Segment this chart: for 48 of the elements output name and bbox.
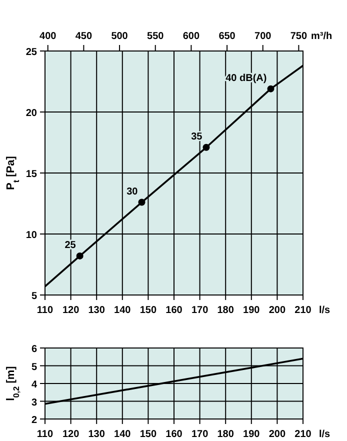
x2-tick-label: 450	[75, 31, 92, 42]
x-tick-label: 110	[36, 305, 54, 316]
x2-tick-label: 650	[218, 31, 236, 42]
annotation: 30	[126, 186, 138, 198]
x2-tick-label: 500	[111, 31, 128, 42]
x-tick-label: 130	[88, 429, 106, 440]
x-tick-label: 140	[114, 429, 132, 440]
x-tick-label: 150	[140, 429, 157, 440]
x-tick-label: 190	[243, 429, 260, 440]
x-tick-label: 210	[294, 305, 312, 316]
x-tick-label: 200	[268, 429, 286, 440]
x2-tick-label: 550	[147, 31, 164, 42]
x-tick-label: 160	[166, 429, 183, 440]
y-tick-label: 15	[26, 169, 38, 180]
x-tick-label: 210	[294, 429, 312, 440]
x2-axis-title: m³/h	[311, 31, 332, 42]
y-tick-label: 10	[26, 230, 38, 241]
x-axis-title: l/s	[319, 429, 331, 440]
x-tick-label: 170	[191, 429, 209, 440]
x-tick-label: 150	[140, 305, 157, 316]
point	[202, 144, 210, 151]
x-axis-title: l/s	[319, 305, 331, 316]
x2-tick-label: 600	[182, 31, 200, 42]
x2-tick-label: 750	[290, 31, 308, 42]
x-tick-label: 120	[62, 305, 80, 316]
y-tick-label: 6	[31, 344, 38, 355]
x-tick-label: 120	[62, 429, 80, 440]
y-tick-label: 5	[31, 362, 38, 373]
x-tick-label: 180	[217, 429, 234, 440]
x-tick-label: 190	[243, 305, 260, 316]
x2-tick-label: 400	[40, 31, 57, 42]
x-tick-label: 140	[114, 305, 132, 316]
y-tick-label: 4	[31, 380, 38, 390]
point	[138, 198, 146, 206]
x-tick-label: 160	[166, 305, 183, 316]
x-tick-label: 110	[36, 429, 54, 440]
y-tick-label: 5	[31, 291, 38, 302]
y-tick-label: 25	[26, 47, 38, 58]
y-tick-label: 3	[31, 397, 38, 408]
point	[267, 85, 274, 92]
point	[76, 252, 84, 260]
x-tick-label: 200	[268, 305, 286, 316]
y-tick-label: 2	[31, 415, 38, 426]
x2-tick-label: 700	[254, 31, 272, 42]
y-tick-label: 20	[26, 108, 38, 119]
x-tick-label: 180	[217, 305, 234, 316]
x-tick-label: 170	[191, 305, 209, 316]
x-tick-label: 130	[88, 305, 106, 316]
